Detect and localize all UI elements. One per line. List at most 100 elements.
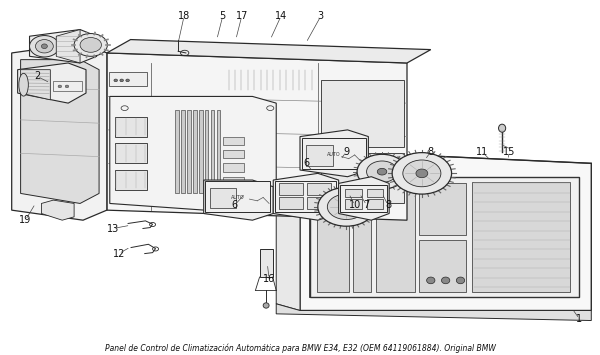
Bar: [336, 173, 349, 185]
Polygon shape: [107, 53, 407, 220]
Bar: [302, 138, 366, 169]
Ellipse shape: [58, 85, 62, 88]
Bar: [217, 110, 220, 193]
Ellipse shape: [29, 36, 59, 57]
Bar: [321, 80, 404, 147]
Bar: [367, 189, 383, 197]
Bar: [223, 137, 244, 145]
Text: Panel de Control de Climatización Automática para BMW E34, E32 (OEM 64119061884): Panel de Control de Climatización Automá…: [104, 344, 496, 354]
Bar: [306, 145, 333, 166]
Polygon shape: [300, 130, 368, 177]
Ellipse shape: [120, 79, 124, 82]
Bar: [419, 184, 466, 235]
Polygon shape: [300, 150, 591, 311]
Bar: [310, 177, 579, 297]
Ellipse shape: [427, 277, 435, 284]
Bar: [205, 110, 208, 193]
Polygon shape: [273, 173, 338, 220]
Bar: [115, 116, 147, 137]
Ellipse shape: [416, 169, 428, 178]
Polygon shape: [203, 180, 273, 220]
Bar: [373, 173, 386, 185]
Ellipse shape: [457, 277, 464, 284]
Bar: [279, 197, 303, 209]
Ellipse shape: [65, 85, 69, 88]
Ellipse shape: [499, 124, 506, 132]
Bar: [344, 200, 362, 209]
Bar: [53, 81, 82, 92]
Bar: [309, 177, 580, 297]
Text: 17: 17: [236, 11, 248, 21]
Ellipse shape: [442, 277, 450, 284]
Bar: [209, 189, 236, 208]
Bar: [419, 240, 466, 292]
Text: 7: 7: [364, 200, 370, 210]
Bar: [205, 181, 270, 213]
Bar: [223, 163, 244, 172]
Text: 12: 12: [113, 248, 125, 259]
Polygon shape: [56, 29, 80, 63]
Text: 13: 13: [107, 224, 119, 234]
Text: 5: 5: [220, 11, 226, 21]
Text: 14: 14: [275, 11, 287, 21]
Bar: [223, 177, 244, 185]
Ellipse shape: [328, 194, 365, 219]
Polygon shape: [338, 177, 389, 220]
Bar: [367, 200, 383, 209]
Ellipse shape: [318, 187, 375, 226]
Ellipse shape: [263, 303, 269, 308]
Ellipse shape: [403, 160, 441, 187]
Bar: [193, 110, 197, 193]
Ellipse shape: [35, 39, 53, 53]
Ellipse shape: [357, 154, 407, 189]
Text: 9: 9: [343, 147, 349, 157]
Bar: [187, 110, 191, 193]
Text: AUTO: AUTO: [231, 195, 244, 200]
Bar: [211, 110, 214, 193]
Bar: [340, 185, 387, 213]
Polygon shape: [41, 200, 74, 220]
Polygon shape: [83, 46, 107, 210]
Text: AUTO: AUTO: [326, 152, 340, 158]
Bar: [260, 248, 272, 277]
Ellipse shape: [19, 73, 28, 96]
Ellipse shape: [80, 38, 101, 52]
Ellipse shape: [367, 161, 397, 182]
Bar: [321, 153, 404, 203]
Polygon shape: [110, 97, 276, 213]
Polygon shape: [29, 29, 97, 63]
Bar: [355, 173, 368, 185]
Polygon shape: [276, 143, 300, 311]
Ellipse shape: [114, 79, 118, 82]
Polygon shape: [20, 60, 99, 203]
Text: 1: 1: [577, 314, 583, 324]
Text: 15: 15: [503, 147, 515, 157]
Bar: [115, 143, 147, 163]
Bar: [279, 184, 303, 195]
Polygon shape: [17, 63, 86, 103]
Text: 19: 19: [19, 215, 31, 225]
Bar: [181, 110, 185, 193]
Bar: [109, 72, 147, 86]
Text: 6: 6: [303, 158, 309, 168]
Ellipse shape: [41, 44, 47, 49]
Text: 6: 6: [232, 200, 238, 210]
Bar: [318, 173, 331, 185]
Text: 8: 8: [385, 200, 391, 210]
Ellipse shape: [126, 79, 130, 82]
Polygon shape: [107, 39, 431, 63]
Bar: [307, 197, 331, 209]
Text: 18: 18: [178, 11, 190, 21]
Text: 2: 2: [34, 71, 40, 81]
Bar: [199, 110, 203, 193]
Text: 16: 16: [263, 274, 275, 284]
Ellipse shape: [377, 168, 387, 175]
Bar: [344, 189, 362, 197]
Bar: [115, 170, 147, 190]
Bar: [317, 182, 349, 292]
Bar: [223, 150, 244, 158]
Bar: [175, 110, 179, 193]
Ellipse shape: [74, 34, 107, 56]
Text: 8: 8: [428, 147, 434, 157]
Bar: [376, 182, 415, 292]
